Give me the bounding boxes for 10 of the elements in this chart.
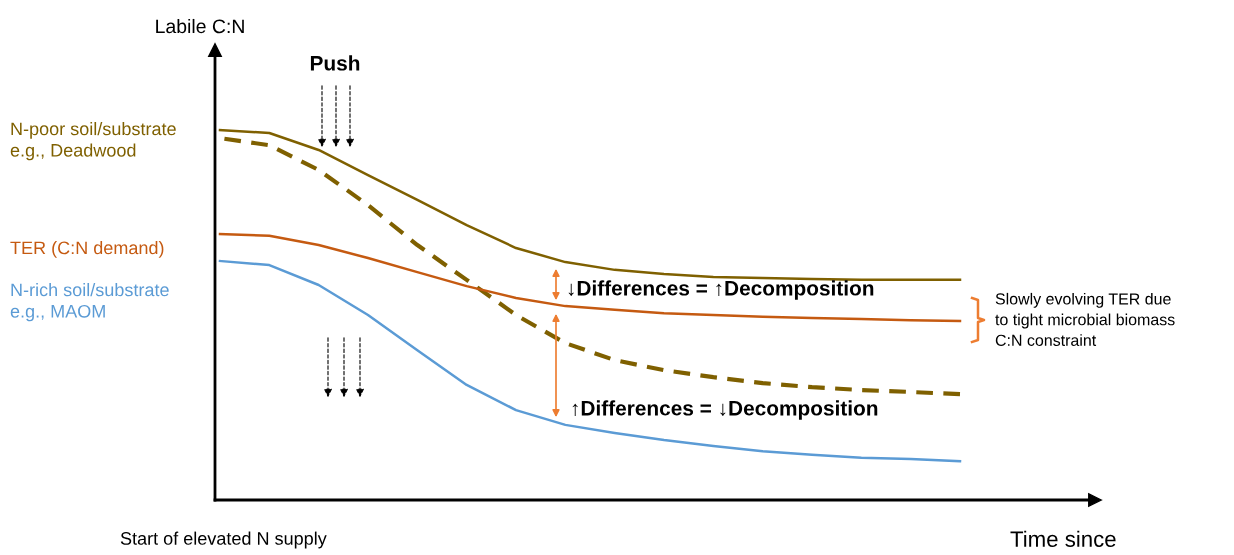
annotation: ↓Differences = ↑Decomposition xyxy=(568,280,874,300)
text: Slowly evolving TER due to tight microbial biomass C:N constraint xyxy=(995,292,1175,346)
x-axis-title: Time since xyxy=(1010,530,1116,547)
y-axis-title: Labile C:N xyxy=(156,18,244,34)
text: Start of elevated N supply xyxy=(120,531,327,549)
text: TER (C:N demand) xyxy=(10,241,164,258)
text: N-poor soil/substrate e.g., Deadwood xyxy=(10,122,176,161)
annotation: ↑Differences = ↓Decomposition xyxy=(572,400,878,420)
text: Push xyxy=(310,55,360,71)
text: N-rich soil/substrate e.g., MAOM xyxy=(10,283,169,322)
